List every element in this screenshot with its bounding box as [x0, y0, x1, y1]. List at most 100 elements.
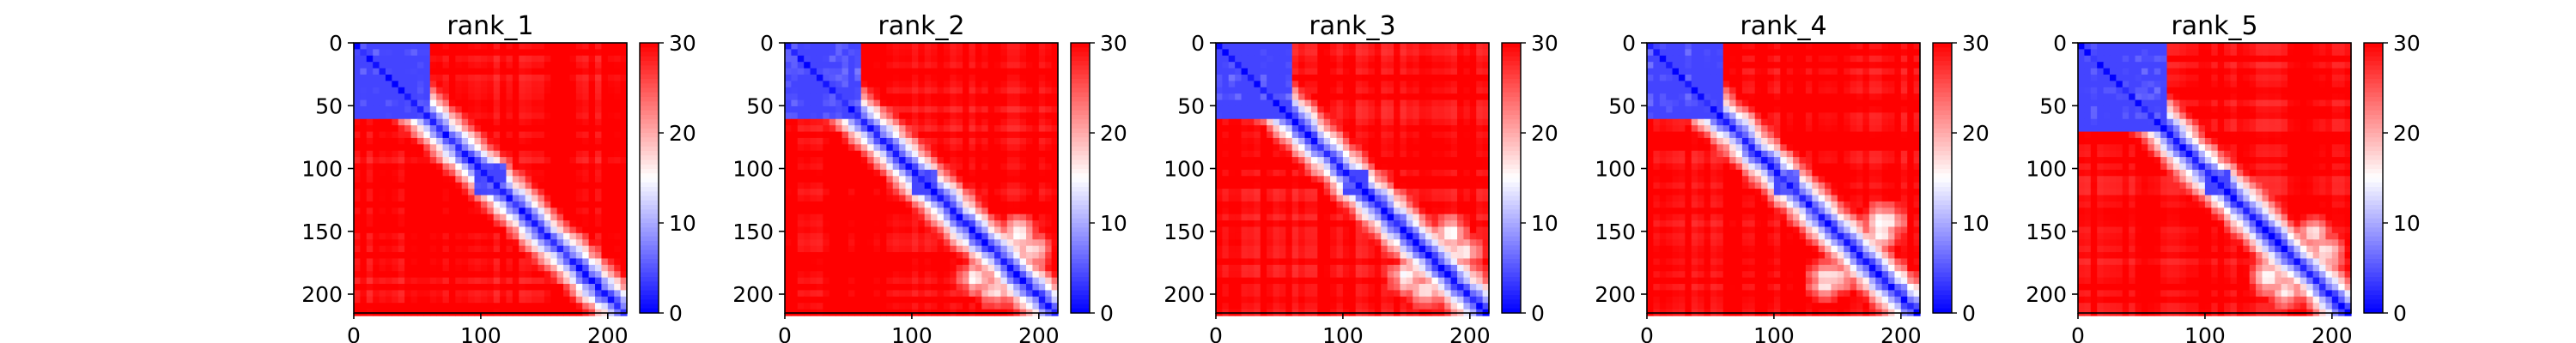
heatmap-cell: [588, 93, 596, 101]
heatmap-cell: [423, 290, 431, 298]
heatmap-cell: [550, 264, 558, 272]
heatmap-cell: [848, 68, 855, 75]
heatmap-cell: [556, 252, 564, 260]
heatmap-cell: [1463, 169, 1471, 177]
heatmap-cell: [392, 195, 399, 202]
heatmap-cell: [950, 62, 957, 69]
heatmap-cell: [1362, 150, 1370, 158]
heatmap-cell: [455, 264, 463, 272]
heatmap-cell: [816, 43, 823, 50]
heatmap-cell: [892, 264, 900, 272]
heatmap-cell: [816, 137, 823, 145]
heatmap-cell: [614, 201, 622, 208]
heatmap-cell: [1482, 169, 1490, 177]
heatmap-cell: [1444, 163, 1452, 171]
heatmap-cell: [937, 169, 945, 177]
heatmap-cell: [416, 157, 424, 165]
heatmap-cell: [981, 258, 989, 266]
heatmap-cell: [480, 62, 488, 69]
heatmap-cell: [1026, 163, 1034, 171]
heatmap-cell: [841, 303, 849, 310]
heatmap-cell: [816, 157, 823, 165]
heatmap-cell: [544, 220, 551, 228]
heatmap-cell: [1304, 163, 1312, 171]
heatmap-cell: [480, 271, 488, 279]
heatmap-cell: [804, 99, 811, 107]
heatmap-cell: [1457, 189, 1465, 196]
heatmap-cell: [1425, 55, 1433, 63]
heatmap-cell: [519, 163, 526, 171]
heatmap-cell: [1330, 74, 1338, 81]
heatmap-cell: [379, 226, 386, 234]
heatmap-cell: [474, 214, 482, 221]
heatmap-cell: [1444, 99, 1452, 107]
heatmap-cell: [918, 232, 926, 240]
heatmap-cell: [398, 296, 405, 304]
heatmap-cell: [398, 182, 405, 190]
heatmap-cell: [512, 239, 519, 247]
heatmap-cell: [924, 258, 932, 266]
heatmap-cell: [1374, 150, 1382, 158]
heatmap-cell: [487, 68, 495, 75]
heatmap-cell: [360, 125, 368, 133]
heatmap-cell: [1228, 125, 1236, 133]
heatmap-cell: [937, 284, 945, 292]
heatmap-cell: [1222, 163, 1230, 171]
heatmap-cell: [532, 144, 539, 152]
heatmap-cell: [943, 195, 951, 202]
heatmap-cell: [455, 258, 463, 266]
heatmap-cell: [538, 118, 545, 126]
heatmap-cell: [1457, 99, 1465, 107]
heatmap-cell: [532, 62, 539, 69]
heatmap-cell: [461, 277, 469, 285]
heatmap-cell: [360, 169, 368, 177]
heatmap-cell: [1247, 118, 1255, 126]
heatmap-cell: [785, 144, 792, 152]
heatmap-cell: [823, 271, 830, 279]
heatmap-cell: [981, 176, 989, 184]
heatmap-cell: [1285, 68, 1293, 75]
heatmap-cell: [804, 195, 811, 202]
heatmap-cell: [829, 112, 836, 120]
heatmap-cell: [1279, 81, 1286, 88]
heatmap-cell: [969, 258, 976, 266]
heatmap-cell: [1463, 49, 1471, 57]
heatmap-cell: [987, 49, 995, 57]
heatmap-cell: [1032, 131, 1040, 139]
heatmap-cell: [963, 245, 970, 253]
heatmap-cell: [937, 87, 945, 94]
heatmap-cell: [1260, 169, 1267, 177]
heatmap-cell: [1457, 68, 1465, 75]
heatmap-cell: [582, 137, 590, 145]
heatmap-cell: [1394, 157, 1401, 165]
heatmap-cell: [373, 208, 380, 215]
heatmap-cell: [810, 118, 817, 126]
colorbar-segment: [640, 83, 659, 89]
heatmap-cell: [804, 176, 811, 184]
heatmap-cell: [1444, 176, 1452, 184]
heatmap-cell: [487, 169, 495, 177]
heatmap-cell: [1026, 176, 1034, 184]
heatmap-cell: [975, 264, 982, 272]
heatmap-cell: [500, 201, 507, 208]
heatmap-cell: [436, 303, 444, 310]
heatmap-cell: [860, 195, 868, 202]
heatmap-cell: [975, 303, 982, 310]
colorbar-segment: [640, 101, 659, 107]
heatmap-cell: [1026, 303, 1034, 310]
heatmap-cell: [841, 150, 849, 158]
heatmap-cell: [892, 258, 900, 266]
heatmap-cell: [360, 226, 368, 234]
heatmap-cell: [512, 125, 519, 133]
y-tick-label: 200: [301, 282, 343, 307]
heatmap-cell: [791, 99, 799, 107]
heatmap-cell: [373, 189, 380, 196]
heatmap-cell: [975, 112, 982, 120]
heatmap-cell: [829, 195, 836, 202]
heatmap-cell: [1419, 105, 1426, 113]
heatmap-cell: [569, 112, 577, 120]
heatmap-cell: [1298, 163, 1306, 171]
heatmap-cell: [1463, 201, 1471, 208]
heatmap-cell: [410, 137, 418, 145]
heatmap-cell: [500, 87, 507, 94]
